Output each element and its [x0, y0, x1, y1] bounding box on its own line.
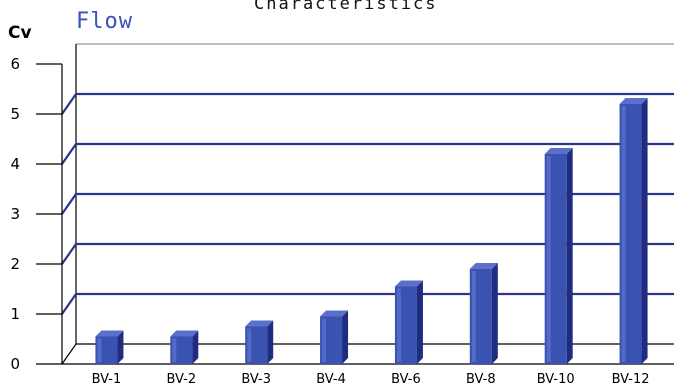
bar-side-BV-6 — [416, 280, 423, 364]
bar-top-BV-4 — [320, 310, 349, 317]
y-tick-label-4: 4 — [10, 155, 20, 173]
bar-BV-12 — [619, 98, 648, 364]
bar-BV-8 — [469, 263, 498, 364]
x-tick-label-BV-1: BV-1 — [92, 372, 122, 383]
bar-BV-2 — [170, 330, 199, 364]
grid-line-3 — [61, 192, 674, 215]
y-axis-label: Cv — [8, 23, 32, 43]
bar-side-BV-4 — [342, 310, 349, 364]
bar-BV-1 — [95, 330, 124, 364]
bar-highlight-BV-10 — [546, 156, 551, 362]
floor-back-edge — [61, 343, 674, 365]
bar-top-BV-10 — [544, 148, 573, 154]
bar-BV-6 — [394, 280, 423, 364]
x-tick-label-BV-12: BV-12 — [612, 372, 650, 383]
x-tick-label-BV-3: BV-3 — [241, 372, 271, 383]
grid-line-2 — [61, 242, 674, 265]
x-tick-label-BV-6: BV-6 — [391, 372, 421, 383]
bar-top-BV-12 — [619, 98, 648, 104]
bar-top-BV-2 — [170, 330, 199, 337]
chart-title: Characteristics — [254, 0, 438, 14]
y-tick-labels: 0 1 2 3 4 5 6 — [10, 55, 62, 373]
grid-lines — [61, 92, 674, 315]
bar-BV-10 — [544, 148, 573, 364]
bar-side-BV-12 — [641, 98, 648, 364]
bar-top-BV-3 — [245, 320, 274, 327]
bar-side-BV-2 — [192, 330, 199, 364]
y-tick-label-5: 5 — [10, 105, 20, 123]
bar-highlight-BV-4 — [322, 318, 327, 362]
grid-line-1 — [61, 292, 674, 315]
grid-line-5 — [61, 92, 674, 115]
bar-highlight-BV-6 — [396, 288, 401, 362]
bar-highlight-BV-12 — [621, 106, 626, 362]
x-tick-label-BV-2: BV-2 — [167, 372, 197, 383]
y-tick-label-2: 2 — [10, 255, 20, 273]
y-tick-label-1: 1 — [10, 305, 20, 323]
x-tick-label-BV-8: BV-8 — [466, 372, 496, 383]
bar-highlight-BV-2 — [172, 338, 177, 362]
bar-BV-3 — [245, 320, 274, 364]
bar-top-BV-8 — [469, 263, 498, 269]
x-tick-label-BV-4: BV-4 — [316, 372, 346, 383]
y-tick-label-6: 6 — [10, 55, 20, 73]
y-tick-label-0: 0 — [10, 355, 20, 373]
grid-line-4 — [61, 142, 674, 165]
plot-walls — [61, 43, 674, 365]
bar-top-BV-1 — [95, 330, 124, 337]
bar-BV-4 — [320, 310, 349, 364]
bar-side-BV-1 — [117, 330, 124, 364]
x-tick-labels: BV-1 BV-2 BV-3 BV-4 BV-6 BV-8 BV-10 BV-12 — [92, 372, 650, 383]
chart-subtitle: Flow — [76, 9, 133, 34]
bar-side-BV-8 — [491, 263, 498, 364]
y-tick-label-3: 3 — [10, 205, 20, 223]
x-tick-label-BV-10: BV-10 — [537, 372, 575, 383]
bar-side-BV-10 — [566, 148, 573, 364]
axes — [61, 64, 674, 365]
bar-highlight-BV-8 — [471, 271, 476, 362]
bars — [95, 98, 648, 364]
bar-side-BV-3 — [267, 320, 274, 364]
bar-highlight-BV-1 — [97, 338, 102, 362]
bar-top-BV-6 — [394, 280, 423, 287]
bar-highlight-BV-3 — [247, 328, 252, 362]
